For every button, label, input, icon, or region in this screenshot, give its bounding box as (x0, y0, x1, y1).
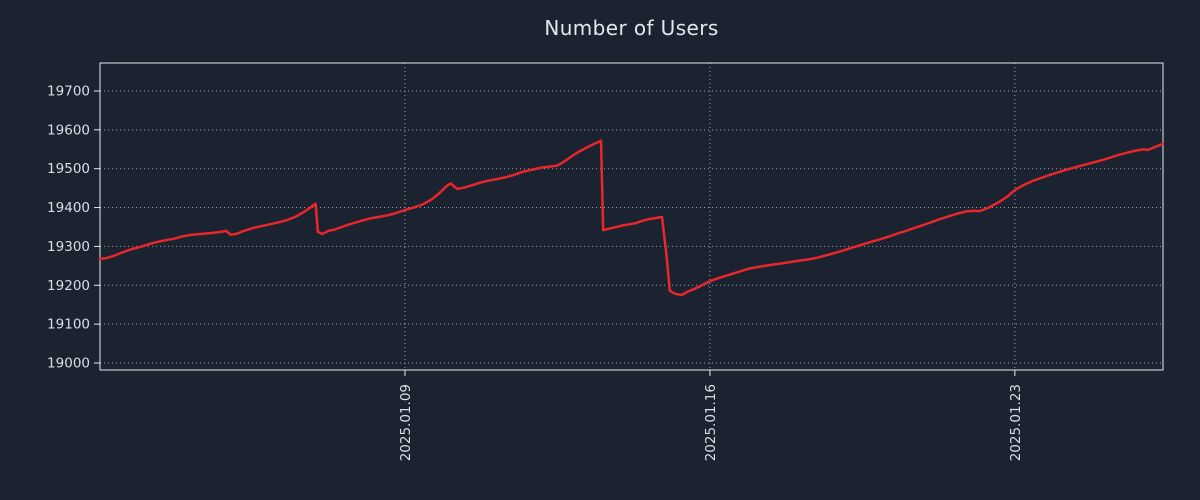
y-tick-label: 19500 (47, 161, 90, 177)
y-tick-label: 19700 (47, 83, 90, 99)
y-tick-label: 19400 (47, 200, 90, 216)
plot-border (99, 62, 1164, 371)
chart-title: Number of Users (544, 16, 719, 40)
gridlines (100, 63, 1163, 370)
y-tick-label: 19300 (47, 239, 90, 255)
y-tick-label: 19600 (47, 122, 90, 138)
users-series-line (98, 139, 1165, 297)
axis-ticks (94, 90, 1016, 376)
x-tick-label: 2025.01.16 (703, 384, 719, 461)
x-tick-label: 2025.01.23 (1008, 384, 1024, 461)
y-tick-label: 19200 (47, 278, 90, 294)
x-tick-label: 2025.01.09 (398, 384, 414, 461)
y-tick-label: 19000 (47, 356, 90, 372)
y-tick-label: 19100 (47, 317, 90, 333)
tick-labels: 19000 19100 19200 19300 19400 19500 19600 19700… (47, 83, 1024, 461)
